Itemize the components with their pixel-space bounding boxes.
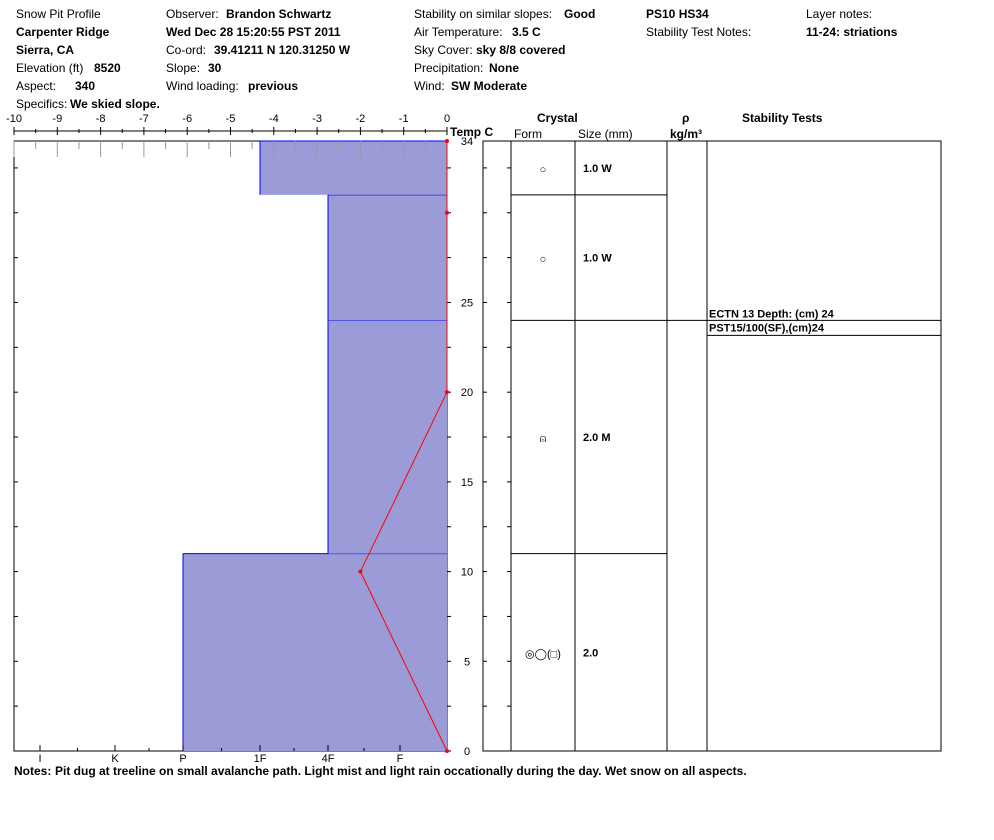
aspect-label: Aspect: [16, 79, 57, 93]
hardness-label: F [397, 753, 404, 765]
stability-tests-header: Stability Tests [742, 111, 823, 125]
height-tick-label: 5 [464, 656, 470, 668]
specifics-value: We skied slope. [70, 97, 160, 111]
stability-test-text: PST15/100(SF),(cm)24 [709, 322, 825, 334]
precip-value: None [489, 61, 519, 75]
crystal-header: Crystal [537, 111, 578, 125]
hardness-layer [260, 141, 447, 195]
slope-label: Slope: [166, 61, 201, 75]
temp-tick-label: -2 [356, 113, 366, 125]
temp-tick-label: -3 [312, 113, 322, 125]
crystal-size: 1.0 W [583, 253, 612, 265]
hardness-label: 1F [254, 753, 267, 765]
coord-value: 39.41211 N 120.31250 W [214, 43, 351, 57]
precip-label: Precipitation: [414, 61, 484, 75]
hardness-label: I [38, 753, 41, 765]
temp-tick-label: -10 [6, 113, 22, 125]
temperature-point [445, 390, 449, 395]
air-temp-label: Air Temperature: [414, 25, 503, 39]
temperature-point [358, 569, 363, 574]
temperature-point [445, 139, 449, 143]
temp-tick-label: 0 [444, 113, 450, 125]
location: Carpenter Ridge [16, 25, 110, 39]
elevation-label: Elevation (ft) [16, 61, 84, 75]
observer-label: Observer: [166, 7, 219, 21]
hardness-label: 4F [322, 753, 335, 765]
wind-label: Wind: [414, 79, 445, 93]
temp-tick-label: -1 [399, 113, 409, 125]
size-header: Size (mm) [578, 127, 633, 141]
temp-tick-label: -9 [52, 113, 62, 125]
hardness-layer [328, 194, 447, 321]
notes-text: Pit dug at treeline on small avalanche p… [55, 764, 747, 778]
crystal-size: 2.0 M [583, 432, 611, 444]
air-temp-value: 3.5 C [512, 25, 541, 39]
notes-label: Notes: [14, 764, 52, 778]
stability-test-text: ECTN 13 Depth: (cm) 24 [709, 308, 835, 320]
observer-value: Brandon Schwartz [226, 7, 332, 21]
temp-tick-label: -8 [96, 113, 106, 125]
height-tick-label: 34 [461, 136, 473, 148]
hardness-layer [328, 320, 447, 554]
sky-label: Sky Cover: [414, 43, 473, 57]
aspect-value: 340 [75, 79, 96, 93]
hardness-layer [183, 553, 447, 751]
layer-note: 11-24: striations [806, 25, 898, 39]
crystal-size: 2.0 [583, 647, 598, 659]
temp-tick-label: -7 [139, 113, 149, 125]
height-tick-label: 0 [464, 746, 470, 758]
density-header: ρ [682, 111, 690, 125]
height-tick-label: 25 [461, 297, 473, 309]
datetime: Wed Dec 28 15:20:55 PST 2011 [166, 25, 341, 39]
page-title: Snow Pit Profile [16, 7, 101, 21]
layer-table-frame [482, 140, 942, 752]
wind-loading-label: Wind loading: [166, 79, 239, 93]
crystal-size: 1.0 W [583, 163, 612, 175]
region: Sierra, CA [16, 43, 75, 57]
slope-value: 30 [208, 61, 222, 75]
elevation-value: 8520 [94, 61, 121, 75]
crystal-form-symbol: ○ [540, 254, 547, 266]
coord-label: Co-ord: [166, 43, 207, 57]
temp-tick-label: -5 [226, 113, 236, 125]
ps-hs: PS10 HS34 [646, 7, 709, 21]
layer-notes-label: Layer notes: [806, 7, 873, 21]
form-header: Form [514, 127, 542, 141]
hardness-label: P [179, 753, 186, 765]
height-tick-label: 15 [461, 477, 473, 489]
height-tick-label: 10 [461, 567, 473, 579]
crystal-form-symbol: ⍝ [540, 433, 547, 445]
temp-tick-label: -6 [182, 113, 192, 125]
stability-label: Stability on similar slopes: [414, 7, 553, 21]
hardness-label: K [111, 753, 119, 765]
wind-loading-value: previous [248, 79, 299, 93]
temp-axis-label: Temp C [450, 125, 494, 139]
temperature-point [445, 749, 449, 753]
temp-tick-label: -4 [269, 113, 279, 125]
crystal-form-symbol: ◎◯(□) [525, 648, 561, 660]
stability-value: Good [564, 7, 596, 21]
specifics-label: Specifics: [16, 97, 68, 111]
density-unit: kg/m³ [670, 127, 703, 141]
temperature-point [445, 210, 449, 215]
wind-value: SW Moderate [451, 79, 528, 93]
sky-value: sky 8/8 covered [476, 43, 566, 57]
crystal-form-symbol: ○ [540, 164, 547, 176]
height-tick-label: 20 [461, 387, 473, 399]
stability-notes-label: Stability Test Notes: [646, 25, 752, 39]
